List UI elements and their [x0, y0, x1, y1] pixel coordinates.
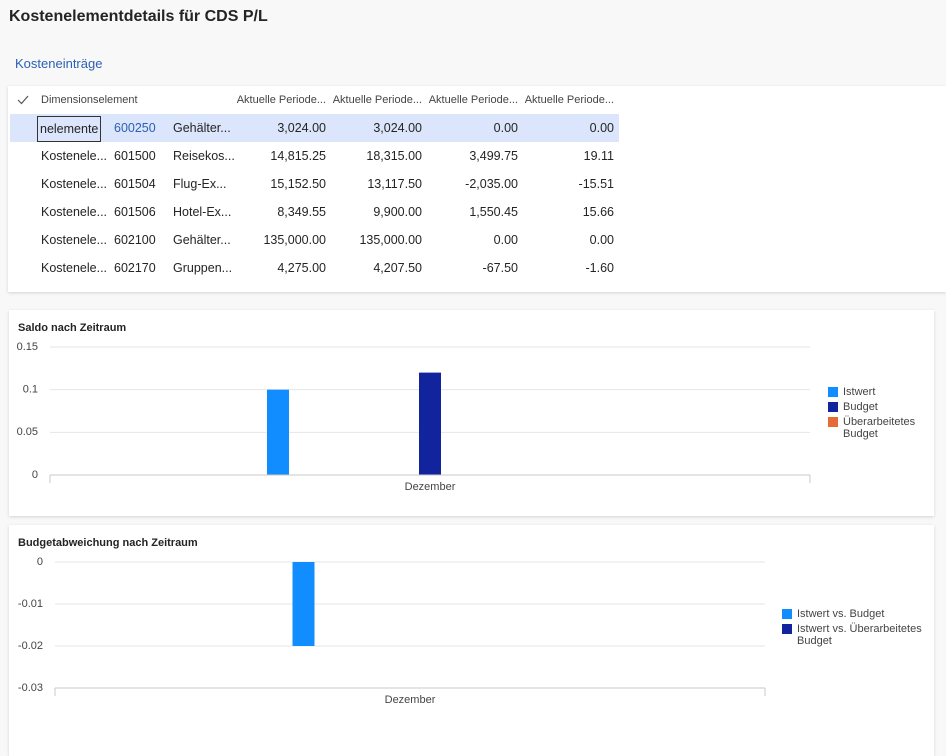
table-cell: 8,349.55	[277, 205, 326, 219]
legend-item[interactable]: Istwert vs. Budget	[782, 608, 922, 620]
table-cell: 3,024.00	[373, 121, 422, 135]
x-tick-label: Dezember	[385, 694, 436, 706]
table-cell: 602170	[114, 261, 156, 275]
table-cell: Kostenele...	[41, 261, 108, 275]
legend-item[interactable]: Istwert	[828, 386, 923, 398]
bar	[267, 389, 289, 475]
y-tick-label: -0.02	[18, 640, 43, 652]
tab-link[interactable]: Kosteneinträge	[15, 56, 103, 71]
table-cell: -15.51	[578, 177, 614, 191]
column-header[interactable]: Aktuelle Periode...	[332, 94, 422, 106]
page-title: Kostenelementdetails für CDS P/L	[9, 8, 268, 25]
legend-label: Überarbeitetes Budget	[843, 416, 916, 440]
legend-item[interactable]: Istwert vs. Überarbeitetes Budget	[782, 623, 922, 647]
legend-label: Budget	[843, 401, 878, 413]
table-cell: 601504	[114, 177, 156, 191]
table-cell: 19.11	[583, 149, 614, 163]
bar	[419, 372, 441, 475]
table-cell: 4,207.50	[373, 261, 422, 275]
table-cell: 135,000.00	[263, 233, 326, 247]
column-header[interactable]: Dimensionselement	[41, 94, 138, 106]
table-cell: 0.00	[493, 233, 518, 247]
table-cell: Kostenele...	[41, 233, 108, 247]
table-cell: Kostenele...	[41, 205, 108, 219]
legend-label: Istwert vs. Überarbeitetes Budget	[797, 623, 922, 647]
table-cell: -2,035.00	[465, 177, 518, 191]
y-tick-label: -0.03	[18, 682, 43, 694]
chart-card: Budgetabweichung nach Zeitraum -0.03 -0.02…	[9, 525, 934, 756]
table-cell: 18,315.00	[366, 149, 422, 163]
table-cell: 15.66	[582, 205, 614, 219]
legend-swatch	[782, 609, 792, 619]
legend-item[interactable]: Budget	[828, 401, 923, 413]
y-tick-label: 0	[32, 469, 38, 481]
table-cell: 15,152.50	[270, 177, 326, 191]
legend-item[interactable]: Überarbeitetes Budget	[828, 416, 923, 440]
table-cell: 4,275.00	[277, 261, 326, 275]
table-cell: Reisekos...	[173, 149, 235, 163]
legend-label: Istwert vs. Budget	[797, 608, 885, 620]
column-header[interactable]: Aktuelle Periode...	[524, 94, 614, 106]
table-cell: Kostenele...	[41, 177, 108, 191]
y-tick-label: 0.15	[17, 341, 38, 353]
bar	[292, 562, 315, 646]
y-tick-label: 0	[37, 556, 43, 568]
column-header[interactable]: Aktuelle Periode...	[428, 94, 518, 106]
table-cell: Gehälter...	[173, 121, 231, 135]
x-tick-label: Dezember	[405, 481, 456, 493]
legend-swatch	[828, 387, 838, 397]
table-cell: 3,024.00	[277, 121, 326, 135]
table-cell: 3,499.75	[469, 149, 518, 163]
legend-swatch	[828, 417, 838, 427]
legend: Istwert Budget Überarbeitetes Budget	[828, 386, 923, 443]
table-cell: 0.00	[589, 121, 614, 135]
table-cell: Flug-Ex...	[173, 177, 227, 191]
table-cell: 602100	[114, 233, 156, 247]
table-cell: Kostenele...	[41, 149, 108, 163]
table-cell: Gruppen...	[173, 261, 233, 275]
column-header[interactable]: Aktuelle Periode...	[236, 94, 326, 106]
table-cell: -67.50	[482, 261, 518, 275]
chart-title: Saldo nach Zeitraum	[18, 322, 126, 334]
chart-card: Saldo nach Zeitraum 0 0.05 0.1 0.15 Dezember I…	[9, 310, 934, 516]
table-cell: 601506	[114, 205, 156, 219]
chart: Saldo nach Zeitraum 0 0.05 0.1 0.15 Dezember	[17, 322, 811, 493]
table-cell: 0.00	[589, 233, 614, 247]
table-cell: Gehälter...	[173, 233, 231, 247]
table-cell: 600250	[114, 121, 156, 135]
chart: Budgetabweichung nach Zeitraum -0.03 -0.02…	[18, 537, 766, 706]
table-cell: -1.60	[585, 261, 615, 275]
table-cell: 135,000.00	[359, 233, 422, 247]
table-cell: 0.00	[493, 121, 518, 135]
legend-swatch	[828, 402, 838, 412]
table-cell: 601500	[114, 149, 156, 163]
selected-row	[10, 114, 619, 142]
table: Dimensionselement Aktuelle Periode... Aktu…	[8, 86, 946, 292]
y-tick-label: 0.05	[17, 426, 38, 438]
y-tick-label: 0.1	[23, 384, 38, 396]
legend: Istwert vs. Budget Istwert vs. Überarbeit…	[782, 608, 922, 650]
legend-swatch	[782, 624, 792, 634]
y-tick-label: -0.01	[18, 598, 43, 610]
table-cell: 1,550.45	[469, 205, 518, 219]
table-cell: 14,815.25	[270, 149, 326, 163]
legend-label: Istwert	[843, 386, 876, 398]
table-cell: nelemente	[37, 116, 102, 142]
chart-title: Budgetabweichung nach Zeitraum	[18, 537, 198, 549]
select-all-check[interactable]	[17, 95, 29, 105]
table-cell: Hotel-Ex...	[173, 205, 232, 219]
table-cell: 13,117.50	[367, 177, 422, 191]
table-cell: 9,900.00	[373, 205, 422, 219]
